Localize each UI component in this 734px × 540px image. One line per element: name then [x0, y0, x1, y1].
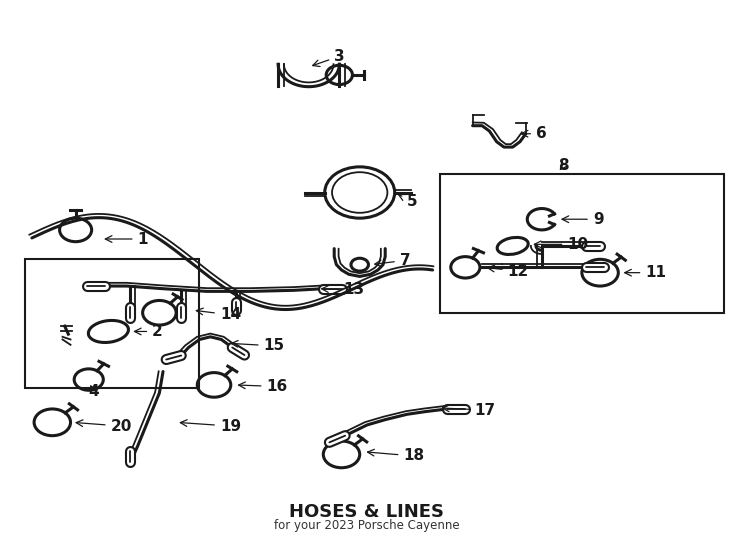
- Text: 1: 1: [105, 232, 148, 246]
- Text: 7: 7: [375, 253, 410, 268]
- Bar: [440, 174, 724, 313]
- Text: 16: 16: [239, 379, 288, 394]
- Text: 3: 3: [313, 49, 345, 66]
- Text: 12: 12: [487, 264, 528, 279]
- Text: 5: 5: [399, 194, 418, 209]
- Bar: [25, 259, 200, 388]
- Text: 10: 10: [534, 237, 589, 252]
- Text: 9: 9: [562, 212, 603, 227]
- Text: 11: 11: [625, 265, 666, 280]
- Text: 6: 6: [521, 126, 547, 141]
- Text: 4: 4: [89, 384, 99, 400]
- Text: 15: 15: [231, 339, 285, 353]
- Text: 14: 14: [196, 307, 241, 322]
- Text: 19: 19: [181, 418, 241, 434]
- Text: for your 2023 Porsche Cayenne: for your 2023 Porsche Cayenne: [275, 519, 459, 532]
- Text: HOSES & LINES: HOSES & LINES: [289, 503, 445, 521]
- Text: 2: 2: [134, 324, 163, 339]
- Text: 13: 13: [321, 282, 365, 298]
- Text: 20: 20: [76, 418, 132, 434]
- Text: 18: 18: [368, 449, 424, 463]
- Text: 8: 8: [558, 158, 568, 173]
- Text: 17: 17: [443, 402, 496, 417]
